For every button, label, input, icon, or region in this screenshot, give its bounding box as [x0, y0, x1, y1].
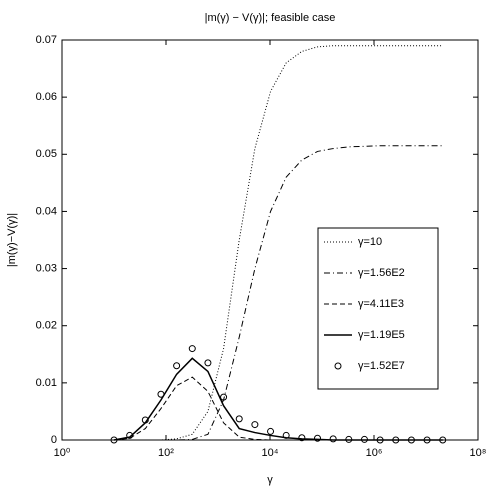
- y-tick-label: 0.01: [36, 377, 57, 389]
- data-point: [392, 436, 400, 444]
- series-line: [113, 357, 443, 441]
- legend-label: γ=10: [358, 236, 382, 248]
- data-point: [345, 435, 353, 443]
- series-line: [114, 45, 443, 441]
- x-tick-label: 10⁴: [262, 447, 279, 459]
- y-tick-label: 0.05: [36, 148, 57, 160]
- y-tick-label: 0.03: [36, 262, 57, 274]
- data-point: [204, 359, 212, 367]
- data-point: [110, 436, 118, 444]
- data-point: [360, 435, 368, 443]
- data-point: [173, 362, 181, 370]
- y-axis-label: |m(γ)−V(γ)|: [6, 213, 18, 267]
- data-point: [407, 436, 415, 444]
- data-point: [376, 436, 384, 444]
- data-point: [251, 421, 259, 429]
- y-tick-label: 0.02: [36, 320, 57, 332]
- data-point: [298, 434, 306, 442]
- data-point: [235, 415, 243, 423]
- data-point: [329, 435, 337, 443]
- x-axis-label: γ: [267, 474, 273, 486]
- data-point: [126, 431, 134, 439]
- data-point: [157, 390, 165, 398]
- legend-label: γ=4.11E3: [358, 298, 404, 310]
- data-point: [141, 416, 149, 424]
- legend-box: [317, 227, 439, 390]
- data-point: [423, 436, 431, 444]
- data-point: [313, 434, 321, 442]
- x-tick-label: 10⁶: [366, 447, 383, 459]
- x-tick-label: 10⁰: [54, 447, 71, 459]
- legend-label: γ=1.52E7: [358, 360, 405, 372]
- x-tick-label: 10⁸: [470, 447, 487, 459]
- legend-symbol: [334, 362, 342, 370]
- data-point: [282, 431, 290, 439]
- y-tick-label: 0.04: [36, 205, 57, 217]
- data-point: [220, 393, 228, 401]
- data-point: [188, 345, 196, 353]
- y-tick-label: 0: [51, 434, 57, 446]
- y-tick-label: 0.07: [36, 34, 57, 46]
- chart-title: |m(γ) − V(γ)|; feasible case: [205, 12, 336, 24]
- legend-label: γ=1.56E2: [358, 267, 405, 279]
- y-tick-label: 0.06: [36, 91, 57, 103]
- legend-label: γ=1.19E5: [358, 329, 405, 341]
- data-point: [267, 427, 275, 435]
- series-line: [114, 145, 443, 441]
- data-point: [439, 436, 447, 444]
- x-tick-label: 10²: [158, 447, 174, 459]
